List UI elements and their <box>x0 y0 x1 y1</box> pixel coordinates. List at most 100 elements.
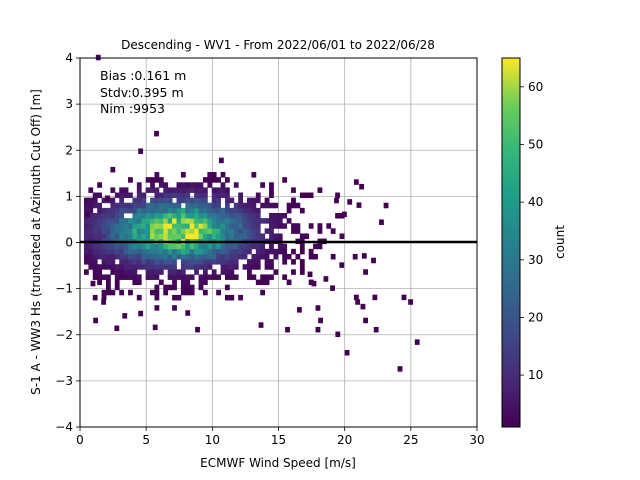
heatmap-cell <box>185 192 191 199</box>
heatmap-cell <box>202 279 208 286</box>
heatmap-cell <box>189 248 195 255</box>
heatmap-cell <box>154 233 160 239</box>
heatmap-cell <box>163 187 169 193</box>
x-axis-ticks: 0 5 10 15 20 25 30 <box>76 427 485 447</box>
heatmap-cell <box>194 192 199 199</box>
heatmap-cell <box>176 218 182 224</box>
heatmap-cell <box>123 259 129 265</box>
heatmap-cell <box>97 228 102 234</box>
heatmap-cell <box>317 243 323 250</box>
heatmap-cell <box>264 202 270 209</box>
heatmap-cell <box>83 233 89 239</box>
heatmap-cell <box>167 218 173 224</box>
heatmap-cell <box>136 253 142 260</box>
heatmap-cell <box>172 269 177 275</box>
heatmap-cell <box>114 269 120 275</box>
heatmap-cell <box>220 233 226 239</box>
heatmap-cell <box>154 269 160 275</box>
heatmap-cell <box>229 259 235 265</box>
heatmap-cell <box>233 207 239 214</box>
heatmap-cell <box>128 259 133 265</box>
heatmap-cell <box>211 269 217 275</box>
heatmap-cell <box>114 207 120 214</box>
heatmap-cell <box>106 289 111 296</box>
heatmap-cell <box>110 259 116 265</box>
heatmap-cell <box>269 213 274 219</box>
heatmap-cell <box>141 228 147 234</box>
heatmap-cell <box>136 279 142 286</box>
heatmap-cell <box>233 253 239 260</box>
plot-area <box>79 54 478 428</box>
heatmap-cell <box>185 213 191 219</box>
heatmap-cell <box>189 213 195 219</box>
heatmap-cell <box>136 228 142 234</box>
heatmap-cell <box>255 213 261 219</box>
heatmap-cell <box>167 197 173 204</box>
heatmap-cell <box>172 192 177 199</box>
heatmap-cell <box>167 274 173 280</box>
heatmap-cell <box>229 228 235 234</box>
heatmap-cell <box>150 243 155 250</box>
heatmap-cell <box>114 279 120 286</box>
heatmap-cell <box>119 289 125 296</box>
heatmap-cell <box>106 218 111 224</box>
heatmap-cell <box>167 202 173 209</box>
heatmap-cell <box>242 202 248 209</box>
heatmap-cell <box>372 294 378 301</box>
heatmap-cell <box>110 213 116 219</box>
heatmap-cell <box>123 233 129 239</box>
heatmap-cell <box>101 228 107 234</box>
heatmap-cell <box>92 218 98 224</box>
heatmap-cell <box>189 197 195 204</box>
heatmap-cell <box>194 213 199 219</box>
heatmap-cell <box>83 207 89 214</box>
heatmap-cell <box>264 248 270 255</box>
heatmap-cell <box>172 305 177 311</box>
heatmap-cell <box>194 182 199 188</box>
heatmap-cell <box>313 253 318 260</box>
heatmap-cell <box>308 279 314 286</box>
heatmap-cell <box>251 223 257 229</box>
heatmap-cell <box>220 218 226 224</box>
heatmap-cell <box>202 207 208 214</box>
heatmap-cell <box>260 243 266 250</box>
heatmap-cell <box>269 274 274 280</box>
heatmap-cell <box>185 182 191 188</box>
heatmap-cell <box>101 274 107 280</box>
heatmap-cell <box>198 228 204 234</box>
heatmap-cell <box>185 207 191 214</box>
heatmap-cell <box>211 197 217 204</box>
heatmap-cell <box>110 243 116 250</box>
heatmap-cell <box>185 248 191 255</box>
heatmap-cell <box>269 187 274 193</box>
heatmap-cell <box>291 228 296 234</box>
heatmap-cell <box>141 213 147 219</box>
heatmap-cell <box>132 253 138 260</box>
heatmap-cell <box>291 248 296 255</box>
heatmap-cell <box>154 187 160 193</box>
heatmap-cell <box>97 207 102 214</box>
heatmap-cell <box>238 223 244 229</box>
heatmap-cell <box>194 259 199 265</box>
heatmap-cell <box>295 228 301 234</box>
heatmap-cell <box>260 233 266 239</box>
heatmap-cell <box>189 289 195 296</box>
heatmap-cell <box>176 253 182 260</box>
heatmap-cell <box>216 223 221 229</box>
heatmap-cell <box>141 218 147 224</box>
heatmap-cell <box>326 223 332 229</box>
heatmap-cell <box>238 248 244 255</box>
heatmap-cell <box>154 223 160 229</box>
heatmap-cell <box>167 259 173 265</box>
heatmap-cell <box>180 279 186 286</box>
heatmap-cell <box>330 253 336 260</box>
heatmap-cell <box>353 294 359 301</box>
heatmap-cell <box>185 264 191 270</box>
heatmap-cell <box>106 253 111 260</box>
heatmap-cell <box>220 187 226 193</box>
heatmap-cell <box>150 213 155 219</box>
heatmap-cell <box>198 259 204 265</box>
heatmap-cell <box>185 279 191 286</box>
stat-stdv: Stdv:0.395 m <box>100 85 184 100</box>
heatmap-cell <box>207 253 213 260</box>
